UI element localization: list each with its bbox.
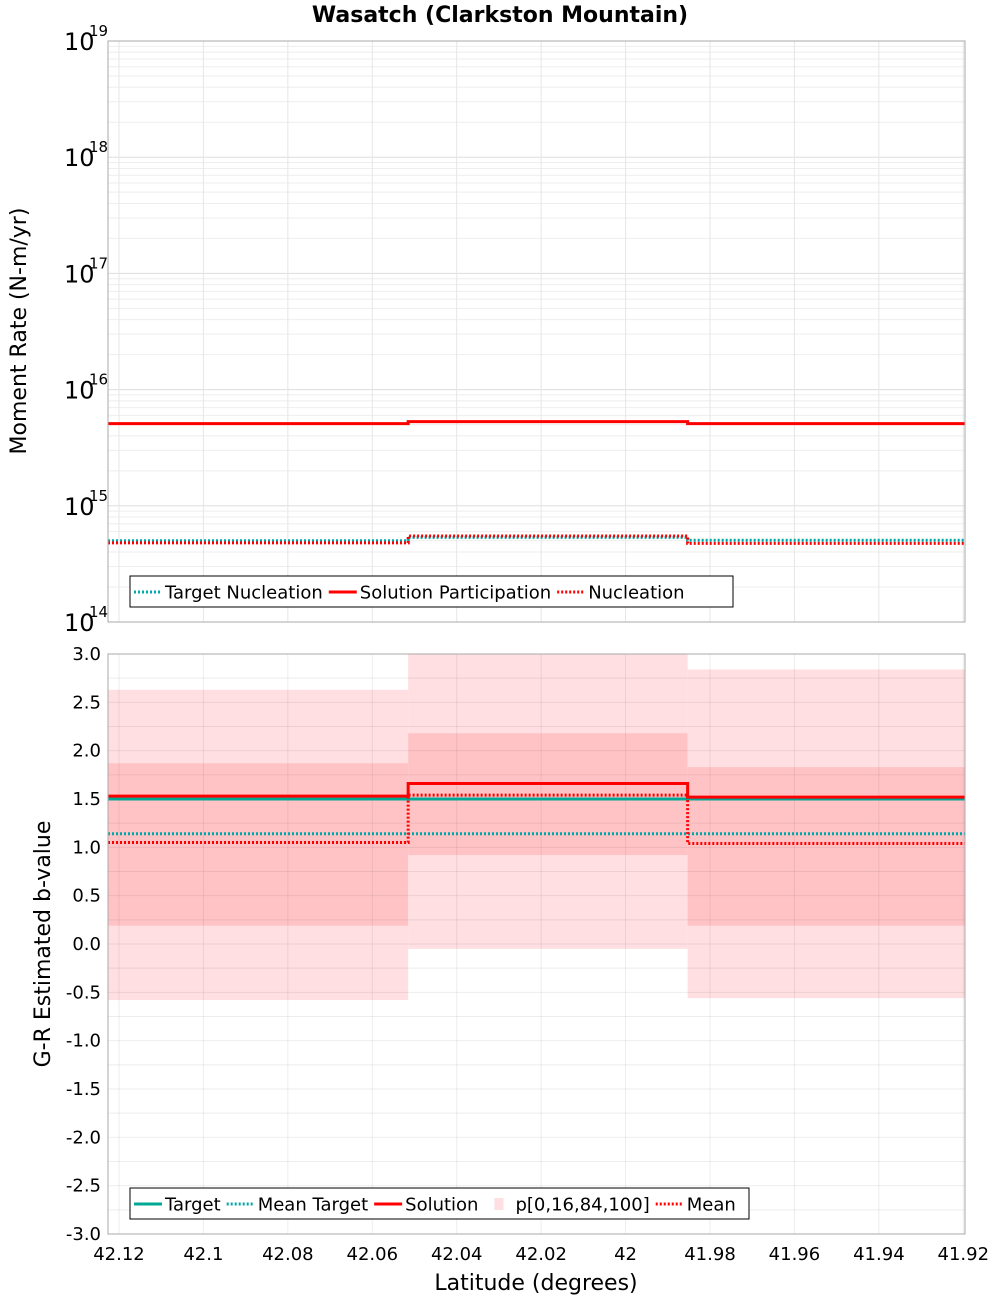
legend-label: Solution xyxy=(405,1195,478,1216)
chart-title: Wasatch (Clarkston Mountain) xyxy=(312,3,688,28)
latitude-tick-label: 42.06 xyxy=(347,1244,399,1265)
legend-label: p[0,16,84,100] xyxy=(515,1195,649,1216)
b-value-y-tick-label: -1.0 xyxy=(66,1031,101,1052)
b-value-y-tick-label: 2.0 xyxy=(72,741,101,762)
latitude-tick-label: 42.08 xyxy=(262,1244,314,1265)
moment-rate-y-tick-exponent: 19 xyxy=(89,22,108,40)
moment-rate-y-tick-base: 10 xyxy=(64,609,95,637)
percentile-band-inner xyxy=(108,763,409,926)
b-value-y-tick-label: -1.5 xyxy=(66,1079,101,1100)
latitude-tick-label: 42.12 xyxy=(93,1244,145,1265)
legend-swatch-band xyxy=(494,1198,504,1210)
moment-rate-grid xyxy=(108,41,965,623)
b-value-y-tick-label: 1.0 xyxy=(72,837,101,858)
legend-label: Mean xyxy=(687,1195,736,1216)
b-value-y-tick-label: 2.5 xyxy=(72,692,101,713)
latitude-tick-label: 42 xyxy=(614,1244,637,1265)
b-value-grid xyxy=(108,653,965,1235)
x-axis-label: Latitude (degrees) xyxy=(434,1271,637,1296)
legend-label: Nucleation xyxy=(588,583,684,604)
moment-rate-y-tick-base: 10 xyxy=(64,144,95,172)
b-value-legend: Target Mean Target Solution p[0,16,84,100] M… xyxy=(129,1187,750,1220)
moment-rate-y-tick-exponent: 18 xyxy=(89,138,108,156)
b-value-percentile-bands xyxy=(108,654,965,1001)
moment-rate-y-tick-base: 10 xyxy=(64,28,95,56)
percentile-band-inner xyxy=(687,767,965,926)
b-value-y-tick-label: 1.5 xyxy=(72,789,101,810)
series-target-nucleation xyxy=(108,535,965,543)
moment-rate-series xyxy=(108,420,965,545)
moment-rate-legend: Target Nucleation Solution Participation N… xyxy=(129,575,734,608)
latitude-x-ticks: 42.12 42.1 42.08 42.06 42.04 42.02 42 41.98 41.9… xyxy=(93,1244,989,1265)
latitude-tick-label: 41.94 xyxy=(853,1244,905,1265)
moment-rate-y-tick-exponent: 16 xyxy=(89,371,108,389)
moment-rate-y-tick-base: 10 xyxy=(64,260,95,288)
moment-rate-y-tick-base: 10 xyxy=(64,493,95,521)
legend-label: Target xyxy=(164,1195,221,1216)
series-solution-participation xyxy=(108,420,965,426)
moment-rate-y-tick-base: 10 xyxy=(64,377,95,405)
b-value-panel: -3.0 -2.5 -2.0 -1.5 -1.0 -0.5 0.0 0.5 1.0 1.5 2.0 2… xyxy=(31,644,966,1245)
latitude-tick-label: 42.1 xyxy=(183,1244,223,1265)
b-value-frame xyxy=(107,653,966,1235)
b-value-y-tick-label: -0.5 xyxy=(66,982,101,1003)
latitude-tick-label: 41.92 xyxy=(938,1244,990,1265)
b-value-y-tick-label: 0.0 xyxy=(72,934,101,955)
b-value-series xyxy=(108,782,965,845)
b-value-y-tick-label: 3.0 xyxy=(72,644,101,665)
b-value-y-tick-label: 0.5 xyxy=(72,886,101,907)
series-nucleation xyxy=(108,534,965,545)
moment-rate-y-tick-exponent: 17 xyxy=(89,254,108,272)
moment-rate-y-tick-exponent: 14 xyxy=(89,603,108,621)
moment-rate-frame xyxy=(107,40,966,623)
series-solution xyxy=(108,782,965,799)
legend-label: Mean Target xyxy=(258,1195,368,1216)
b-value-y-ticks: -3.0 -2.5 -2.0 -1.5 -1.0 -0.5 0.0 0.5 1.0 1.5 2.0 2… xyxy=(66,644,101,1245)
series-mean xyxy=(108,793,965,845)
latitude-tick-label: 41.96 xyxy=(769,1244,821,1265)
moment-rate-y-tick-exponent: 15 xyxy=(89,487,108,505)
b-value-y-axis-label: G-R Estimated b-value xyxy=(31,821,56,1068)
latitude-tick-label: 42.04 xyxy=(431,1244,483,1265)
latitude-tick-label: 41.98 xyxy=(684,1244,736,1265)
b-value-y-tick-label: -3.0 xyxy=(66,1224,101,1245)
b-value-y-tick-label: -2.5 xyxy=(66,1176,101,1197)
latitude-tick-label: 42.02 xyxy=(515,1244,567,1265)
legend-label: Target Nucleation xyxy=(164,583,323,604)
moment-rate-y-axis-label: Moment Rate (N-m/yr) xyxy=(7,208,32,455)
legend-label: Solution Participation xyxy=(360,583,551,604)
b-value-y-tick-label: -2.0 xyxy=(66,1127,101,1148)
